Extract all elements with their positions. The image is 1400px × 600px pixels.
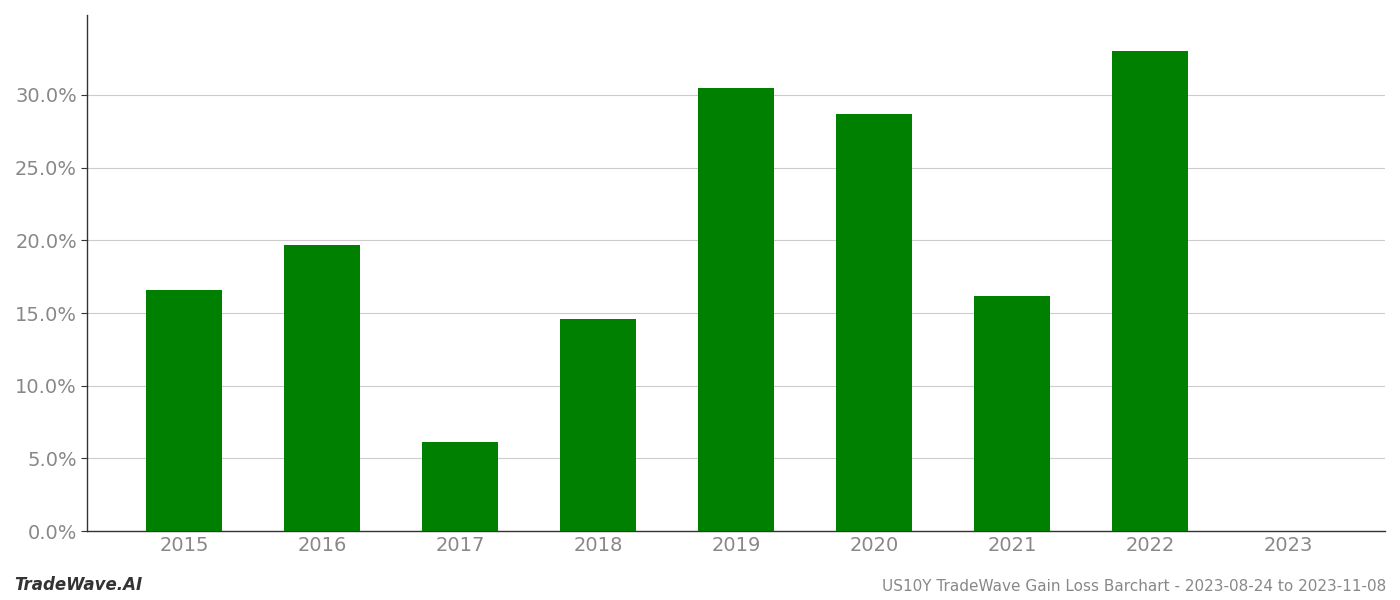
Text: TradeWave.AI: TradeWave.AI — [14, 576, 143, 594]
Bar — [560, 319, 636, 531]
Text: US10Y TradeWave Gain Loss Barchart - 2023-08-24 to 2023-11-08: US10Y TradeWave Gain Loss Barchart - 202… — [882, 579, 1386, 594]
Bar — [699, 88, 774, 531]
Bar — [284, 245, 360, 531]
Bar — [836, 114, 913, 531]
Bar — [423, 442, 498, 531]
Bar — [974, 296, 1050, 531]
Bar — [146, 290, 223, 531]
Bar — [1113, 52, 1189, 531]
